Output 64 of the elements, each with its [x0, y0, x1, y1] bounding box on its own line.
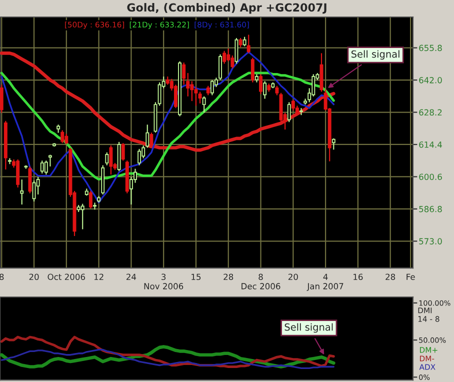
candlestick: [150, 132, 154, 148]
candlestick: [93, 202, 96, 210]
x-tick-label: 24: [126, 274, 136, 280]
candlestick: [238, 37, 242, 48]
candlestick: [16, 158, 20, 188]
line-series: [0, 52, 336, 152]
x-tick-label: 4 Jan 2007: [306, 274, 344, 291]
candlestick: [275, 85, 279, 96]
annotation: Sell signal: [351, 50, 400, 60]
candlestick: [263, 80, 267, 100]
candlestick: [36, 176, 40, 196]
x-tick-label: 28: [224, 274, 234, 280]
candlestick: [64, 133, 68, 145]
candlestick: [182, 62, 186, 86]
candlestick: [174, 84, 178, 109]
candlestick: [28, 166, 32, 194]
annotation: Sell signal: [284, 323, 333, 333]
candlestick: [259, 74, 262, 95]
candlestick: [138, 148, 142, 166]
candlestick: [32, 180, 36, 202]
x-tick-label: 15: [192, 274, 201, 280]
candlestick: [291, 99, 295, 111]
candlestick: [202, 96, 206, 114]
chart-title: Gold, (Combined) Apr +GC2007J: [127, 3, 326, 14]
y-tick-label: 642.0: [419, 77, 442, 84]
candlestick: [250, 57, 254, 83]
candlestick: [105, 152, 109, 166]
candlestick: [40, 160, 44, 174]
x-tick-label: 20: [29, 274, 39, 280]
x-tick-label: 8: [0, 274, 4, 280]
candlestick: [206, 85, 210, 96]
candlestick: [80, 203, 84, 230]
x-tick-label: 20: [288, 274, 298, 280]
candlestick: [234, 37, 238, 64]
candlestick: [44, 160, 48, 176]
candlestick: [121, 142, 125, 162]
x-tick-label: 12: [94, 274, 104, 280]
candlestick: [20, 178, 24, 206]
x-tick-label: Oct 2006: [48, 274, 86, 280]
y-tick-label: 600.6: [419, 174, 442, 180]
candlestick: [0, 84, 4, 114]
x-tick-label: 16: [354, 274, 363, 280]
y-tick-label: 586.8: [419, 206, 442, 212]
candlestick: [300, 108, 303, 116]
candlestick: [198, 91, 202, 104]
candlestick: [246, 34, 250, 54]
candlestick: [222, 50, 226, 64]
candlestick: [109, 144, 113, 176]
candlestick: [295, 105, 299, 116]
y-tick-label: 655.8: [419, 44, 442, 52]
candlestick: [210, 79, 214, 96]
candlestick: [60, 130, 64, 144]
y-tick-label: 628.2: [419, 109, 442, 116]
x-tick-label: Fe: [406, 274, 415, 280]
x-tick-label: 28: [386, 274, 396, 280]
y-tick-label: 573.0: [419, 238, 442, 244]
candlestick: [88, 190, 92, 210]
x-tick-label: 8 Dec 2006: [242, 274, 280, 290]
candlestick: [332, 138, 336, 150]
x-tick-label: 3 Nov 2006: [144, 274, 184, 290]
line-series: [0, 348, 334, 370]
y-tick-label: 614.4: [419, 141, 442, 148]
candlestick: [242, 36, 246, 47]
candlestick: [287, 102, 291, 123]
